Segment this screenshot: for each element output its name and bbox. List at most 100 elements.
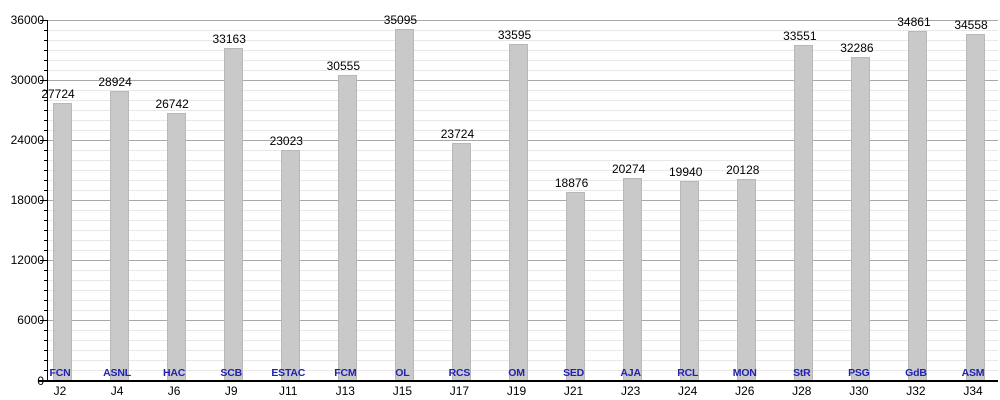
y-minor-tick <box>44 310 48 312</box>
y-minor-tick <box>44 340 48 342</box>
bar-RCS <box>451 143 471 381</box>
x-tick-label: J34 <box>963 384 983 398</box>
x-tick-label: J28 <box>792 384 812 398</box>
x-tick-label: J24 <box>678 384 698 398</box>
bar-value-label: 18876 <box>554 175 589 190</box>
x-tick-label: J23 <box>620 384 641 398</box>
bar-GdB <box>908 31 928 381</box>
y-tick-label: 24000 <box>10 132 44 147</box>
bar-ESTAC <box>280 150 300 381</box>
y-minor-tick <box>44 280 48 282</box>
y-minor-tick <box>44 129 48 131</box>
y-major-tick <box>40 139 48 141</box>
y-minor-tick <box>44 149 48 151</box>
y-tick-label: 12000 <box>10 253 44 268</box>
plot-area: 27724 FCN 28924 ASNL 26742 HAC 33163 SCB 23023 ES… <box>41 14 998 381</box>
x-tick-label: J26 <box>735 384 755 398</box>
bar-RCL <box>680 181 700 381</box>
x-tick-label: J17 <box>449 384 470 398</box>
y-minor-tick <box>44 179 48 181</box>
team-label: SED <box>563 367 585 379</box>
team-label: OL <box>395 367 410 379</box>
y-tick-label: 30000 <box>10 72 44 87</box>
bar-value-label: 33551 <box>783 28 817 43</box>
bar-value-label: 35095 <box>383 13 418 28</box>
y-minor-tick <box>44 49 48 51</box>
y-tick-label: 6000 <box>17 313 44 328</box>
y-tick-label: 18000 <box>10 193 44 207</box>
bar-PSG <box>851 57 871 381</box>
y-minor-tick <box>44 59 48 61</box>
y-minor-tick <box>44 109 48 111</box>
bar-ASNL <box>109 90 129 381</box>
y-minor-tick <box>44 270 48 272</box>
y-minor-tick <box>44 330 48 332</box>
y-minor-tick <box>44 159 48 161</box>
x-tick-label: J15 <box>392 384 413 398</box>
y-minor-tick <box>44 189 48 191</box>
bar-value-label: 23724 <box>440 127 475 142</box>
bar-value-label: 32286 <box>840 41 874 56</box>
y-minor-tick <box>44 360 48 362</box>
bar-MON <box>737 179 757 381</box>
y-minor-tick <box>44 220 48 222</box>
bar-SED <box>566 191 586 381</box>
team-label: PSG <box>848 367 870 379</box>
bar-value-label: 34558 <box>954 18 988 33</box>
y-minor-tick <box>44 119 48 121</box>
team-label: SCB <box>220 367 242 379</box>
y-minor-tick <box>44 250 48 252</box>
x-tick-label: J6 <box>167 384 181 398</box>
x-tick-label: J13 <box>335 384 355 398</box>
y-minor-tick <box>44 69 48 71</box>
bar-value-label: 30555 <box>326 58 360 73</box>
x-tick-label: J30 <box>849 384 869 398</box>
team-label: RCL <box>677 367 699 379</box>
x-tick-label: J2 <box>53 384 67 398</box>
bar-value-label: 20128 <box>726 163 760 178</box>
y-minor-tick <box>44 370 48 372</box>
team-label: OM <box>508 367 525 379</box>
bar-value-label: 33595 <box>497 28 532 43</box>
team-label: RCS <box>448 367 471 379</box>
bar-FCM <box>337 74 357 381</box>
x-tick-label: J32 <box>906 384 926 398</box>
bar-value-label: 33163 <box>212 32 246 47</box>
y-major-tick <box>40 200 48 201</box>
team-label: FCM <box>334 367 357 379</box>
team-label: ASNL <box>103 367 131 379</box>
y-minor-tick <box>44 350 48 352</box>
x-tick-label: J11 <box>279 384 298 398</box>
bar-FCN <box>52 103 72 381</box>
x-tick-label: J9 <box>224 384 238 398</box>
bar-value-label: 20274 <box>611 161 646 176</box>
gridline-minor <box>48 29 998 31</box>
team-label: ESTAC <box>271 367 306 379</box>
y-major-tick <box>40 19 48 21</box>
x-tick-label: J19 <box>506 384 527 398</box>
y-minor-tick <box>44 99 48 101</box>
gridline-major <box>48 19 998 21</box>
bar-StR <box>794 44 814 381</box>
bar-value-label: 28924 <box>98 74 132 89</box>
x-tick-label: J21 <box>563 384 584 398</box>
bar-value-label: 34861 <box>897 15 931 30</box>
team-label: FCN <box>49 367 71 379</box>
y-axis-line <box>46 20 48 381</box>
team-label: GdB <box>905 367 927 379</box>
x-axis-line <box>38 380 998 382</box>
bar-value-label: 19940 <box>669 165 703 180</box>
team-label: HAC <box>163 367 186 379</box>
team-label: StR <box>793 367 811 379</box>
y-minor-tick <box>44 300 48 302</box>
bar-SCB <box>223 48 243 381</box>
y-major-tick <box>40 320 48 322</box>
bar-value-label: 26742 <box>155 96 189 111</box>
bar-value-label: 27724 <box>41 87 75 101</box>
y-minor-tick <box>44 210 48 212</box>
y-minor-tick <box>44 230 48 232</box>
y-minor-tick <box>44 290 48 292</box>
y-minor-tick <box>44 89 48 91</box>
y-major-tick <box>40 260 48 262</box>
